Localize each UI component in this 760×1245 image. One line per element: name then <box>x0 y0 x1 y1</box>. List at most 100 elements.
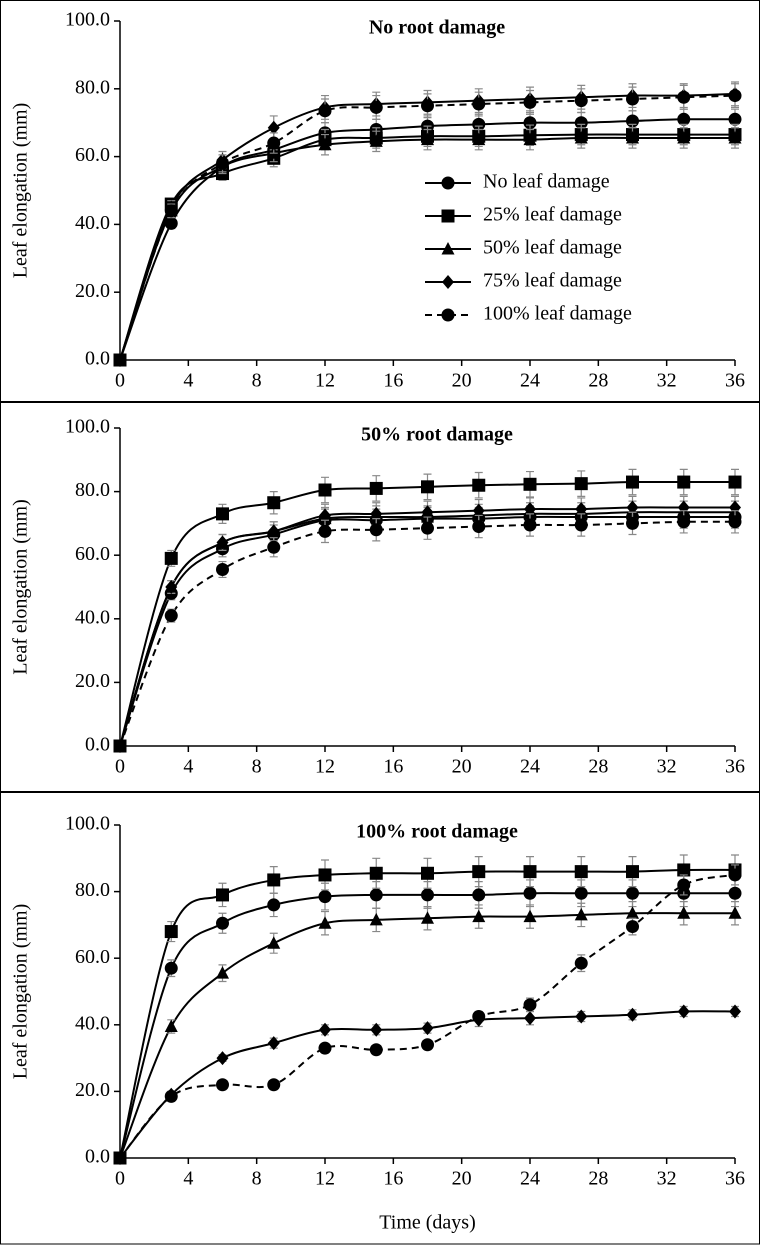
marker-square <box>574 477 588 491</box>
x-tick-label: 12 <box>315 756 335 778</box>
marker-circle <box>113 353 127 367</box>
marker-circle <box>523 998 537 1012</box>
x-tick-label: 24 <box>520 370 540 392</box>
marker-square <box>421 480 434 494</box>
x-tick-label: 20 <box>452 1168 472 1190</box>
marker-triangle <box>626 130 639 144</box>
series-line <box>119 520 736 747</box>
marker-diamond <box>319 508 331 523</box>
marker-square <box>523 865 537 879</box>
x-tick-label: 16 <box>383 370 403 392</box>
marker-square <box>216 888 229 902</box>
legend-marker <box>441 308 455 322</box>
marker-diamond <box>677 1004 690 1019</box>
y-tick-label: 20.0 <box>75 670 110 692</box>
x-tick-label: 36 <box>725 756 745 778</box>
marker-triangle <box>421 132 434 146</box>
marker-circle <box>318 524 332 538</box>
y-tick-label: 20.0 <box>75 1079 110 1101</box>
legend-marker <box>442 275 454 289</box>
marker-square <box>318 483 332 497</box>
x-tick-label: 24 <box>520 1168 540 1190</box>
legend-marker <box>441 176 455 190</box>
marker-circle <box>216 563 229 577</box>
marker-circle <box>574 94 588 108</box>
x-tick-label: 4 <box>183 370 193 392</box>
marker-triangle <box>574 907 588 921</box>
marker-circle <box>113 739 127 753</box>
marker-circle <box>216 916 229 930</box>
marker-diamond <box>370 506 383 521</box>
x-tick-label: 28 <box>588 370 608 392</box>
marker-square <box>216 507 229 521</box>
series-line <box>119 506 735 747</box>
marker-square <box>164 551 178 565</box>
marker-diamond <box>267 1036 280 1051</box>
marker-circle <box>421 888 434 902</box>
marker-square <box>677 475 691 489</box>
y-tick-label: 60.0 <box>75 946 110 968</box>
y-tick-label: 80.0 <box>75 879 110 901</box>
series-line <box>119 515 735 747</box>
y-tick-label: 40.0 <box>75 606 110 628</box>
marker-circle <box>728 112 742 126</box>
marker-circle <box>318 890 332 904</box>
x-tick-label: 36 <box>725 1168 745 1190</box>
marker-circle <box>318 1041 332 1055</box>
marker-triangle <box>728 130 742 144</box>
marker-diamond <box>421 505 434 520</box>
marker-diamond <box>524 502 536 517</box>
marker-circle <box>369 100 383 114</box>
marker-triangle <box>164 1019 178 1032</box>
x-axis-label: Time (days) <box>379 1212 475 1234</box>
marker-triangle <box>472 909 486 923</box>
marker-circle <box>677 878 691 892</box>
marker-diamond <box>575 502 588 517</box>
marker-triangle <box>677 130 691 144</box>
marker-triangle <box>472 132 486 146</box>
marker-square <box>369 866 383 880</box>
marker-circle <box>523 886 537 900</box>
y-tick-label: 0.0 <box>85 1146 110 1168</box>
legend-label: 50% leaf damage <box>483 237 622 259</box>
marker-circle <box>677 112 691 126</box>
x-tick-label: 0 <box>115 756 125 778</box>
x-tick-label: 36 <box>725 370 745 392</box>
marker-diamond <box>319 1022 331 1037</box>
marker-circle <box>164 961 178 975</box>
marker-triangle <box>574 130 588 144</box>
marker-diamond <box>165 580 178 594</box>
x-tick-label: 20 <box>452 370 472 392</box>
marker-triangle <box>369 912 383 926</box>
marker-square <box>267 496 281 510</box>
x-tick-label: 4 <box>183 1168 193 1190</box>
marker-square <box>574 865 588 879</box>
marker-circle <box>164 1089 178 1103</box>
legend-label: 100% leaf damage <box>483 303 632 325</box>
marker-triangle <box>421 911 434 924</box>
marker-square <box>728 475 742 489</box>
x-tick-label: 28 <box>588 756 608 778</box>
x-tick-label: 28 <box>588 1168 608 1190</box>
marker-square <box>369 481 383 495</box>
marker-square <box>677 863 691 877</box>
x-tick-label: 8 <box>252 370 262 392</box>
y-tick-label: 40.0 <box>75 1012 110 1034</box>
marker-circle <box>369 1043 383 1057</box>
y-axis-label: Leaf elongation (mm) <box>10 499 32 675</box>
marker-diamond <box>370 1022 383 1037</box>
marker-triangle <box>318 916 332 929</box>
marker-square <box>267 873 281 887</box>
y-tick-label: 60.0 <box>75 543 110 565</box>
y-tick-label: 100.0 <box>65 416 110 438</box>
marker-circle <box>523 518 537 532</box>
marker-diamond <box>267 524 280 539</box>
legend-label: No leaf damage <box>483 171 610 193</box>
marker-circle <box>728 515 742 529</box>
marker-diamond <box>626 1007 639 1022</box>
marker-square <box>626 475 639 489</box>
marker-circle <box>267 540 281 554</box>
marker-circle <box>472 97 486 111</box>
series-line <box>119 133 735 361</box>
